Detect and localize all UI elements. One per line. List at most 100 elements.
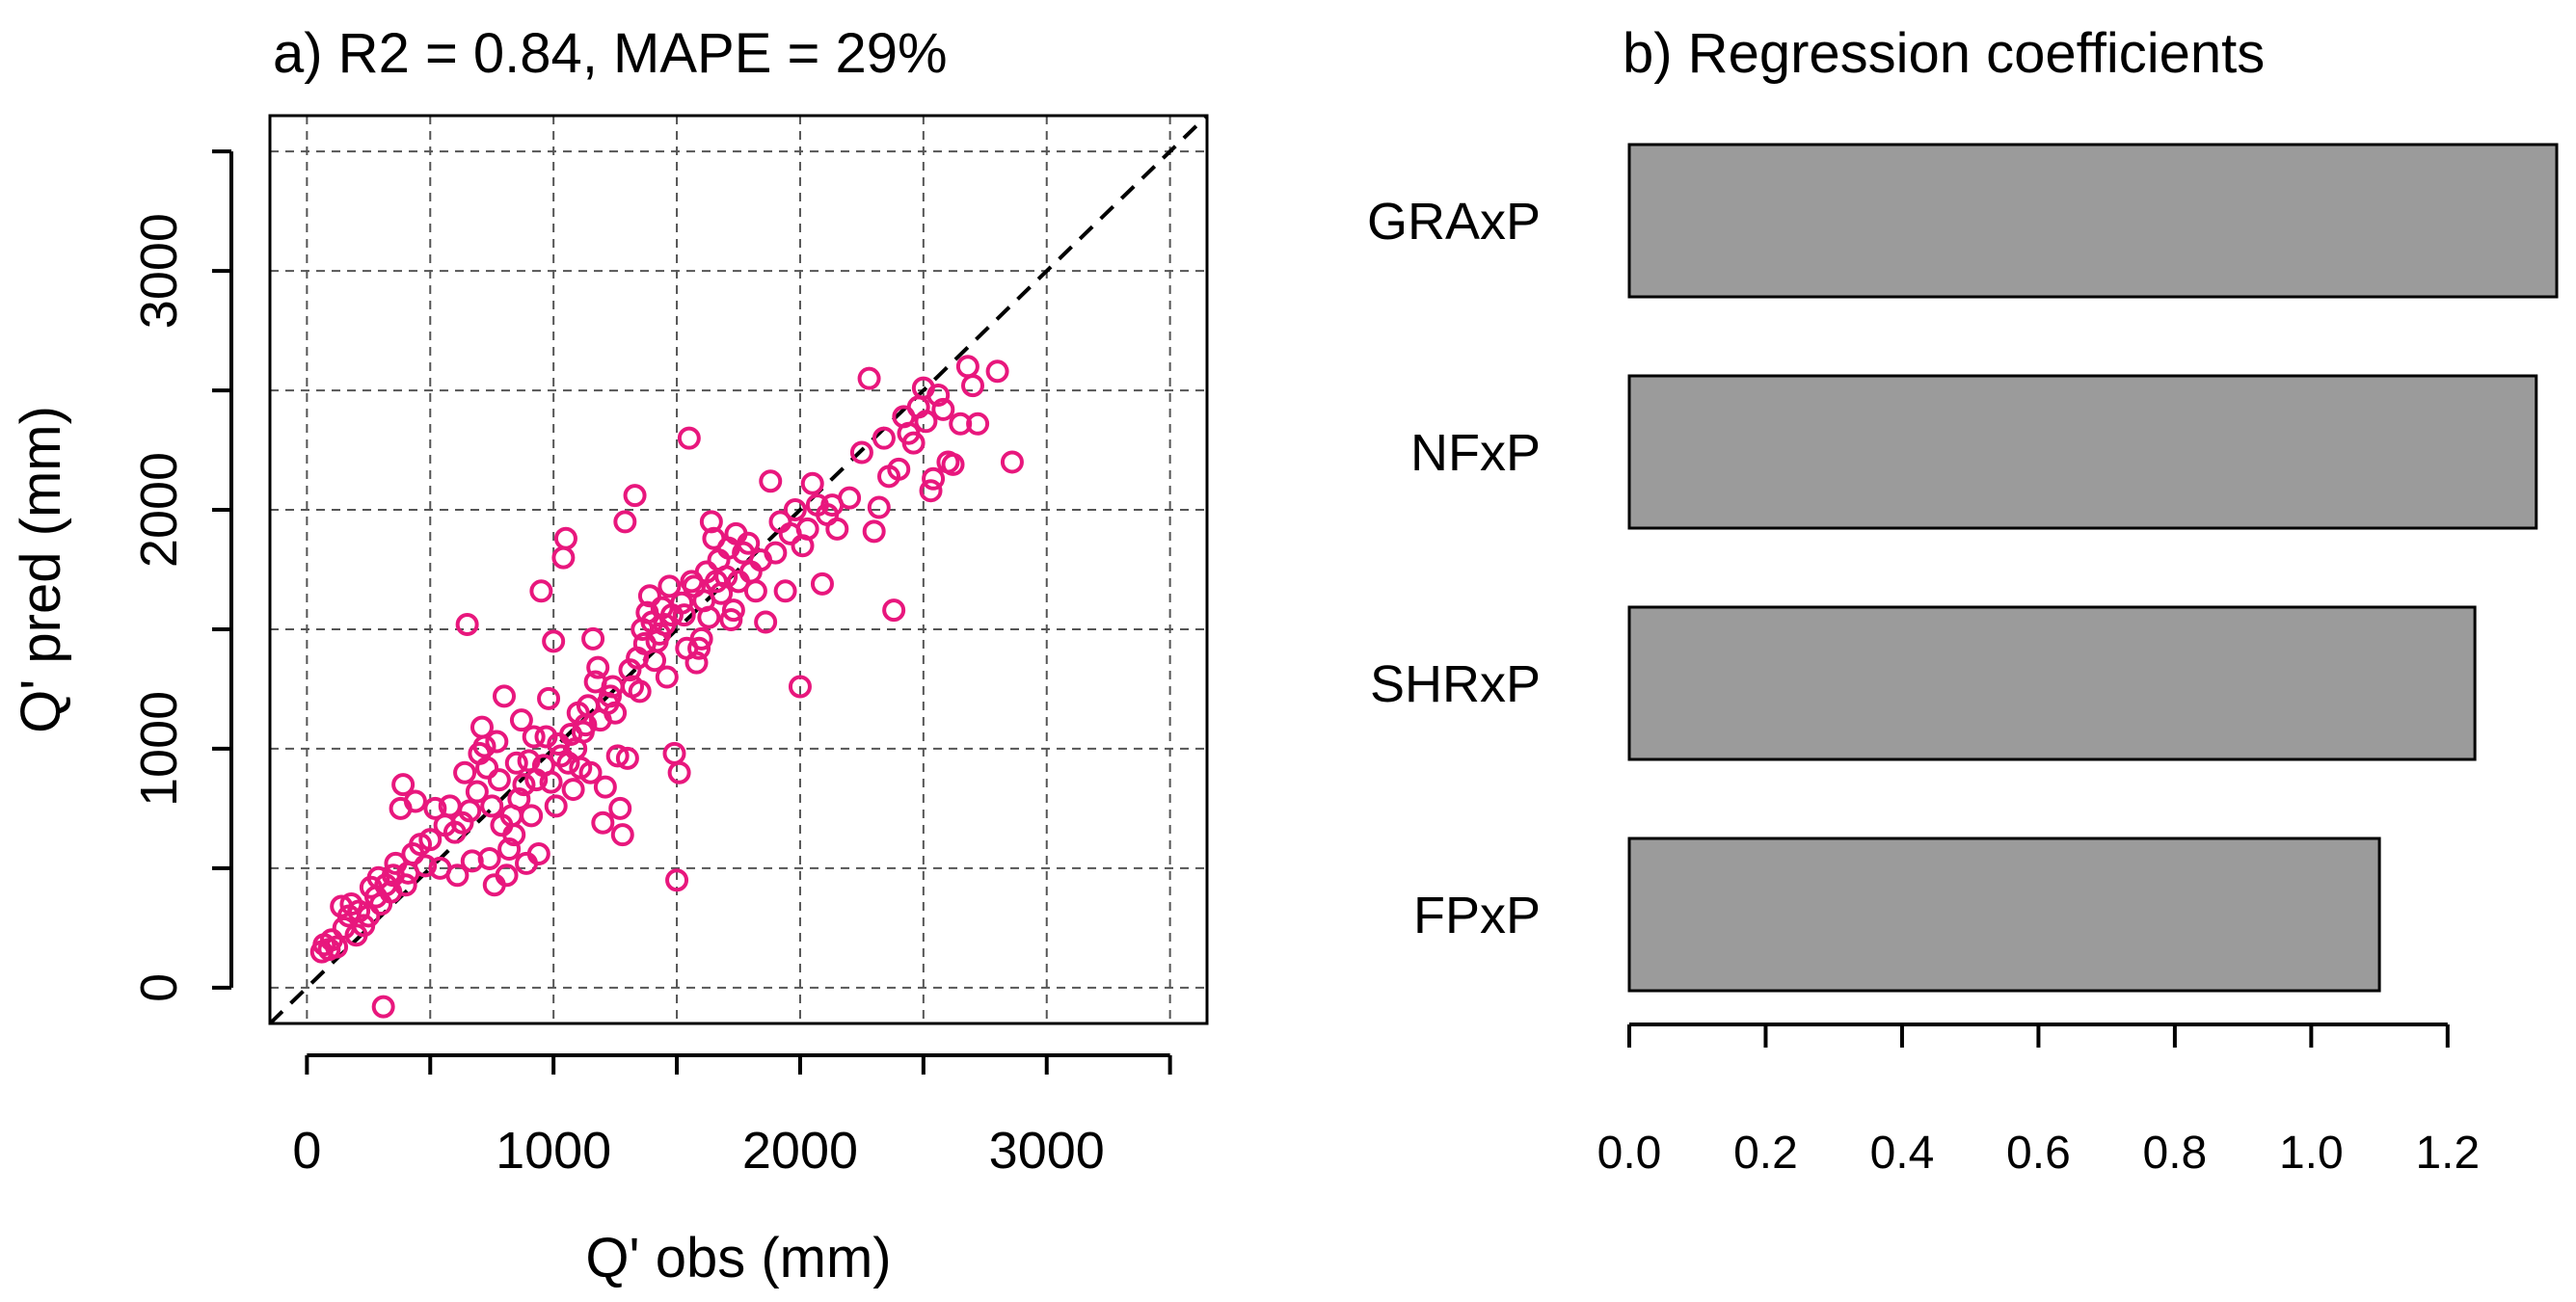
- data-point: [825, 517, 849, 541]
- data-point: [857, 366, 881, 390]
- coefficients-tick-label: 0.4: [1870, 1128, 1935, 1179]
- data-point: [887, 457, 911, 481]
- data-point: [919, 479, 943, 503]
- data-point: [961, 374, 984, 398]
- coefficients-tick-label: 0.2: [1733, 1128, 1798, 1179]
- data-point: [509, 708, 533, 732]
- data-point: [487, 768, 511, 792]
- data-point: [949, 412, 973, 436]
- data-point: [534, 725, 558, 749]
- scatter-points: [309, 355, 1024, 1019]
- data-point: [699, 510, 723, 534]
- data-point: [670, 591, 694, 615]
- data-point: [371, 995, 395, 1019]
- data-point: [637, 584, 661, 608]
- data-point: [495, 864, 519, 888]
- data-point: [493, 684, 516, 708]
- data-point: [882, 598, 906, 623]
- data-point: [672, 603, 696, 627]
- data-point: [578, 760, 603, 784]
- data-point: [737, 531, 761, 555]
- data-point: [502, 823, 526, 847]
- coefficients-tick-label: 0.0: [1597, 1128, 1662, 1179]
- coefficient-bar: [1627, 374, 2538, 530]
- data-point: [623, 484, 647, 508]
- data-point: [941, 452, 965, 476]
- data-point: [485, 730, 509, 754]
- coefficients-tick-label: 1.0: [2279, 1128, 2344, 1179]
- data-point: [657, 574, 682, 598]
- data-point: [522, 725, 546, 749]
- data-point: [465, 780, 489, 804]
- data-point: [615, 746, 639, 770]
- scatter-x-label: Q' obs (mm): [585, 1227, 891, 1289]
- data-point: [357, 904, 381, 928]
- data-point: [665, 868, 689, 892]
- coefficients-tick-label: 0.8: [2143, 1128, 2208, 1179]
- x-tick-label: 1000: [496, 1122, 611, 1180]
- data-point: [872, 426, 896, 450]
- data-point: [754, 610, 778, 634]
- data-point: [689, 626, 713, 651]
- data-point: [517, 749, 541, 773]
- data-point: [800, 471, 824, 495]
- data-point: [551, 545, 576, 570]
- coefficient-labels: GRAxP NFxP SHRxP FPxP: [1367, 193, 1541, 944]
- data-point: [391, 773, 416, 797]
- data-point: [403, 789, 427, 813]
- data-point: [423, 796, 447, 820]
- data-point: [613, 510, 637, 534]
- data-point: [553, 526, 577, 550]
- data-point: [743, 579, 767, 603]
- x-tick-label: 2000: [742, 1122, 858, 1180]
- data-point: [586, 655, 610, 679]
- data-point: [561, 778, 585, 802]
- data-point: [810, 571, 834, 596]
- y-tick-label: 2000: [130, 452, 188, 568]
- data-point: [714, 565, 738, 589]
- y-tick-label: 3000: [130, 213, 188, 329]
- data-point: [520, 804, 544, 828]
- data-point: [529, 579, 553, 603]
- coefficients-tick-label: 0.6: [2006, 1128, 2071, 1179]
- data-point: [393, 873, 417, 897]
- data-point: [581, 626, 605, 651]
- data-point: [455, 613, 479, 637]
- data-point: [677, 426, 701, 450]
- data-point: [849, 440, 873, 465]
- scatter-y-axis: 0 1000 2000 3000: [130, 149, 233, 1002]
- y-tick-label: 0: [130, 973, 188, 1002]
- data-point: [867, 495, 891, 519]
- data-point: [477, 846, 501, 870]
- data-point: [539, 770, 563, 794]
- data-point: [453, 760, 477, 784]
- scatter-plot-frame: [268, 114, 1209, 1025]
- data-point: [684, 651, 709, 675]
- data-point: [719, 608, 743, 632]
- data-point: [458, 799, 482, 823]
- data-point: [931, 397, 955, 421]
- coefficients-x-axis: 0.0 0.2 0.4 0.6 0.8 1.0 1.2: [1597, 1023, 2480, 1179]
- coefficient-category-label: GRAxP: [1367, 193, 1541, 251]
- coefficient-category-label: NFxP: [1410, 424, 1541, 482]
- data-point: [662, 741, 686, 765]
- coefficients-title: b) Regression coefficients: [1623, 22, 2265, 85]
- data-point: [759, 469, 783, 493]
- data-point: [721, 598, 745, 623]
- data-point: [783, 498, 807, 522]
- data-point: [497, 837, 522, 862]
- data-point: [985, 359, 1009, 384]
- data-point: [445, 864, 470, 888]
- y-tick-label: 1000: [130, 691, 188, 807]
- data-point: [628, 679, 652, 704]
- x-tick-label: 0: [292, 1122, 321, 1180]
- data-point: [414, 854, 438, 878]
- data-point: [922, 466, 946, 491]
- x-tick-label: 3000: [989, 1122, 1105, 1180]
- scatter-x-axis: 0 1000 2000 3000: [292, 1053, 1172, 1180]
- coefficient-category-label: SHRxP: [1370, 655, 1541, 713]
- data-point: [472, 734, 496, 758]
- scatter-title: a) R2 = 0.84, MAPE = 29%: [273, 22, 948, 85]
- data-point: [773, 579, 797, 603]
